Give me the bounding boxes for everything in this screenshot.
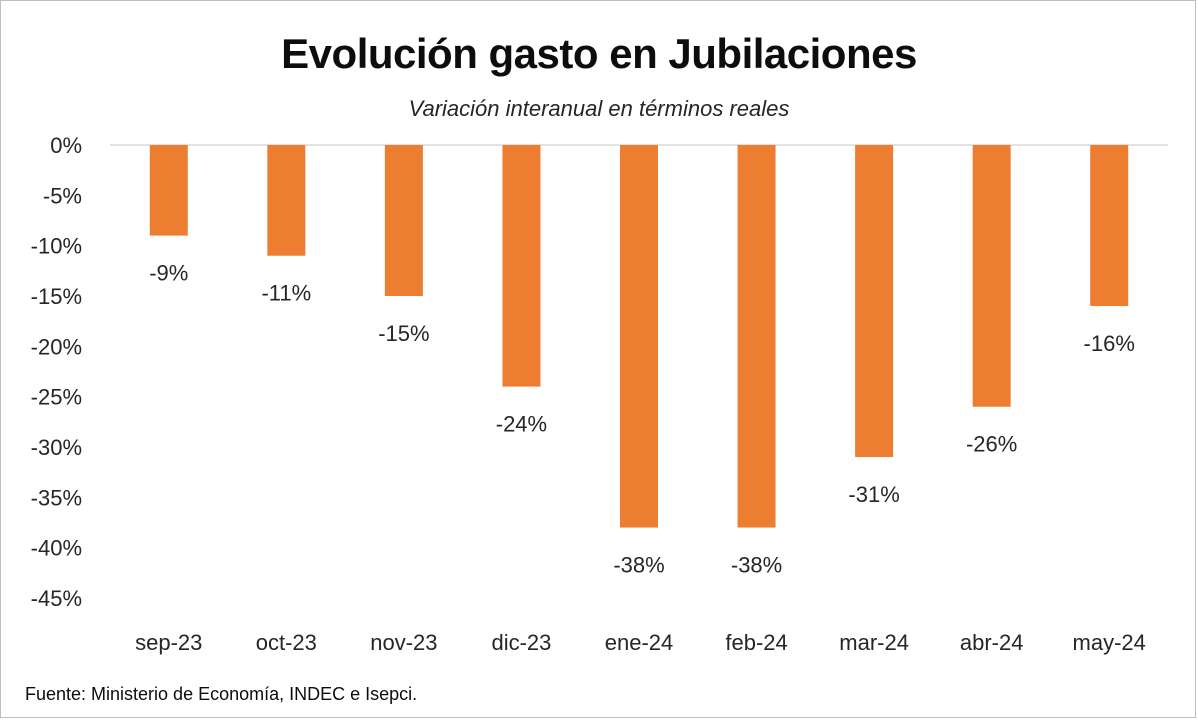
- x-tick-label: may-24: [1073, 630, 1146, 655]
- y-axis: 0% -5% -10% -15% -20% -25% -30% -35% -40% -45%: [31, 133, 82, 611]
- y-tick-label: -40%: [31, 536, 82, 561]
- data-labels: -9% -11% -15% -24% -38% -38% -31% -26% -16%: [149, 261, 1135, 578]
- source-note: Fuente: Ministerio de Economía, INDEC e …: [25, 684, 418, 704]
- y-tick-label: -15%: [31, 284, 82, 309]
- bar-dic-23: [502, 145, 541, 387]
- x-tick-label: abr-24: [960, 630, 1024, 655]
- bar-abr-24: [972, 145, 1011, 407]
- x-axis: sep-23 oct-23 nov-23 dic-23 ene-24 feb-24 mar-…: [135, 630, 1146, 655]
- data-label: -11%: [261, 281, 311, 306]
- x-tick-label: oct-23: [256, 630, 317, 655]
- y-tick-label: -20%: [31, 334, 82, 359]
- data-label: -38%: [613, 553, 664, 578]
- y-tick-label: -10%: [31, 234, 82, 259]
- bar-nov-23: [384, 145, 423, 296]
- x-tick-label: mar-24: [839, 630, 909, 655]
- y-tick-label: -35%: [31, 485, 82, 510]
- data-label: -15%: [378, 321, 429, 346]
- chart-subtitle: Variación interanual en términos reales: [408, 96, 790, 121]
- bar-mar-24: [855, 145, 894, 458]
- x-tick-label: dic-23: [491, 630, 551, 655]
- data-label: -24%: [496, 412, 547, 437]
- x-tick-label: ene-24: [605, 630, 674, 655]
- y-tick-label: -30%: [31, 435, 82, 460]
- chart-title: Evolución gasto en Jubilaciones: [281, 30, 917, 77]
- y-tick-label: -45%: [31, 586, 82, 611]
- data-label: -26%: [966, 432, 1017, 457]
- bar-may-24: [1090, 145, 1129, 307]
- x-tick-label: feb-24: [725, 630, 787, 655]
- bar-ene-24: [620, 145, 658, 528]
- bar-sep-23: [149, 145, 188, 236]
- data-label: -9%: [149, 261, 188, 286]
- data-label: -31%: [848, 482, 899, 507]
- x-tick-label: sep-23: [135, 630, 202, 655]
- bar-oct-23: [267, 145, 306, 256]
- bar-feb-24: [737, 145, 776, 528]
- y-tick-label: 0%: [50, 133, 82, 158]
- data-label: -38%: [731, 553, 782, 578]
- data-label: -16%: [1084, 331, 1135, 356]
- bars: [149, 145, 1129, 528]
- x-tick-label: nov-23: [370, 630, 437, 655]
- y-tick-label: -25%: [31, 385, 82, 410]
- y-tick-label: -5%: [43, 183, 82, 208]
